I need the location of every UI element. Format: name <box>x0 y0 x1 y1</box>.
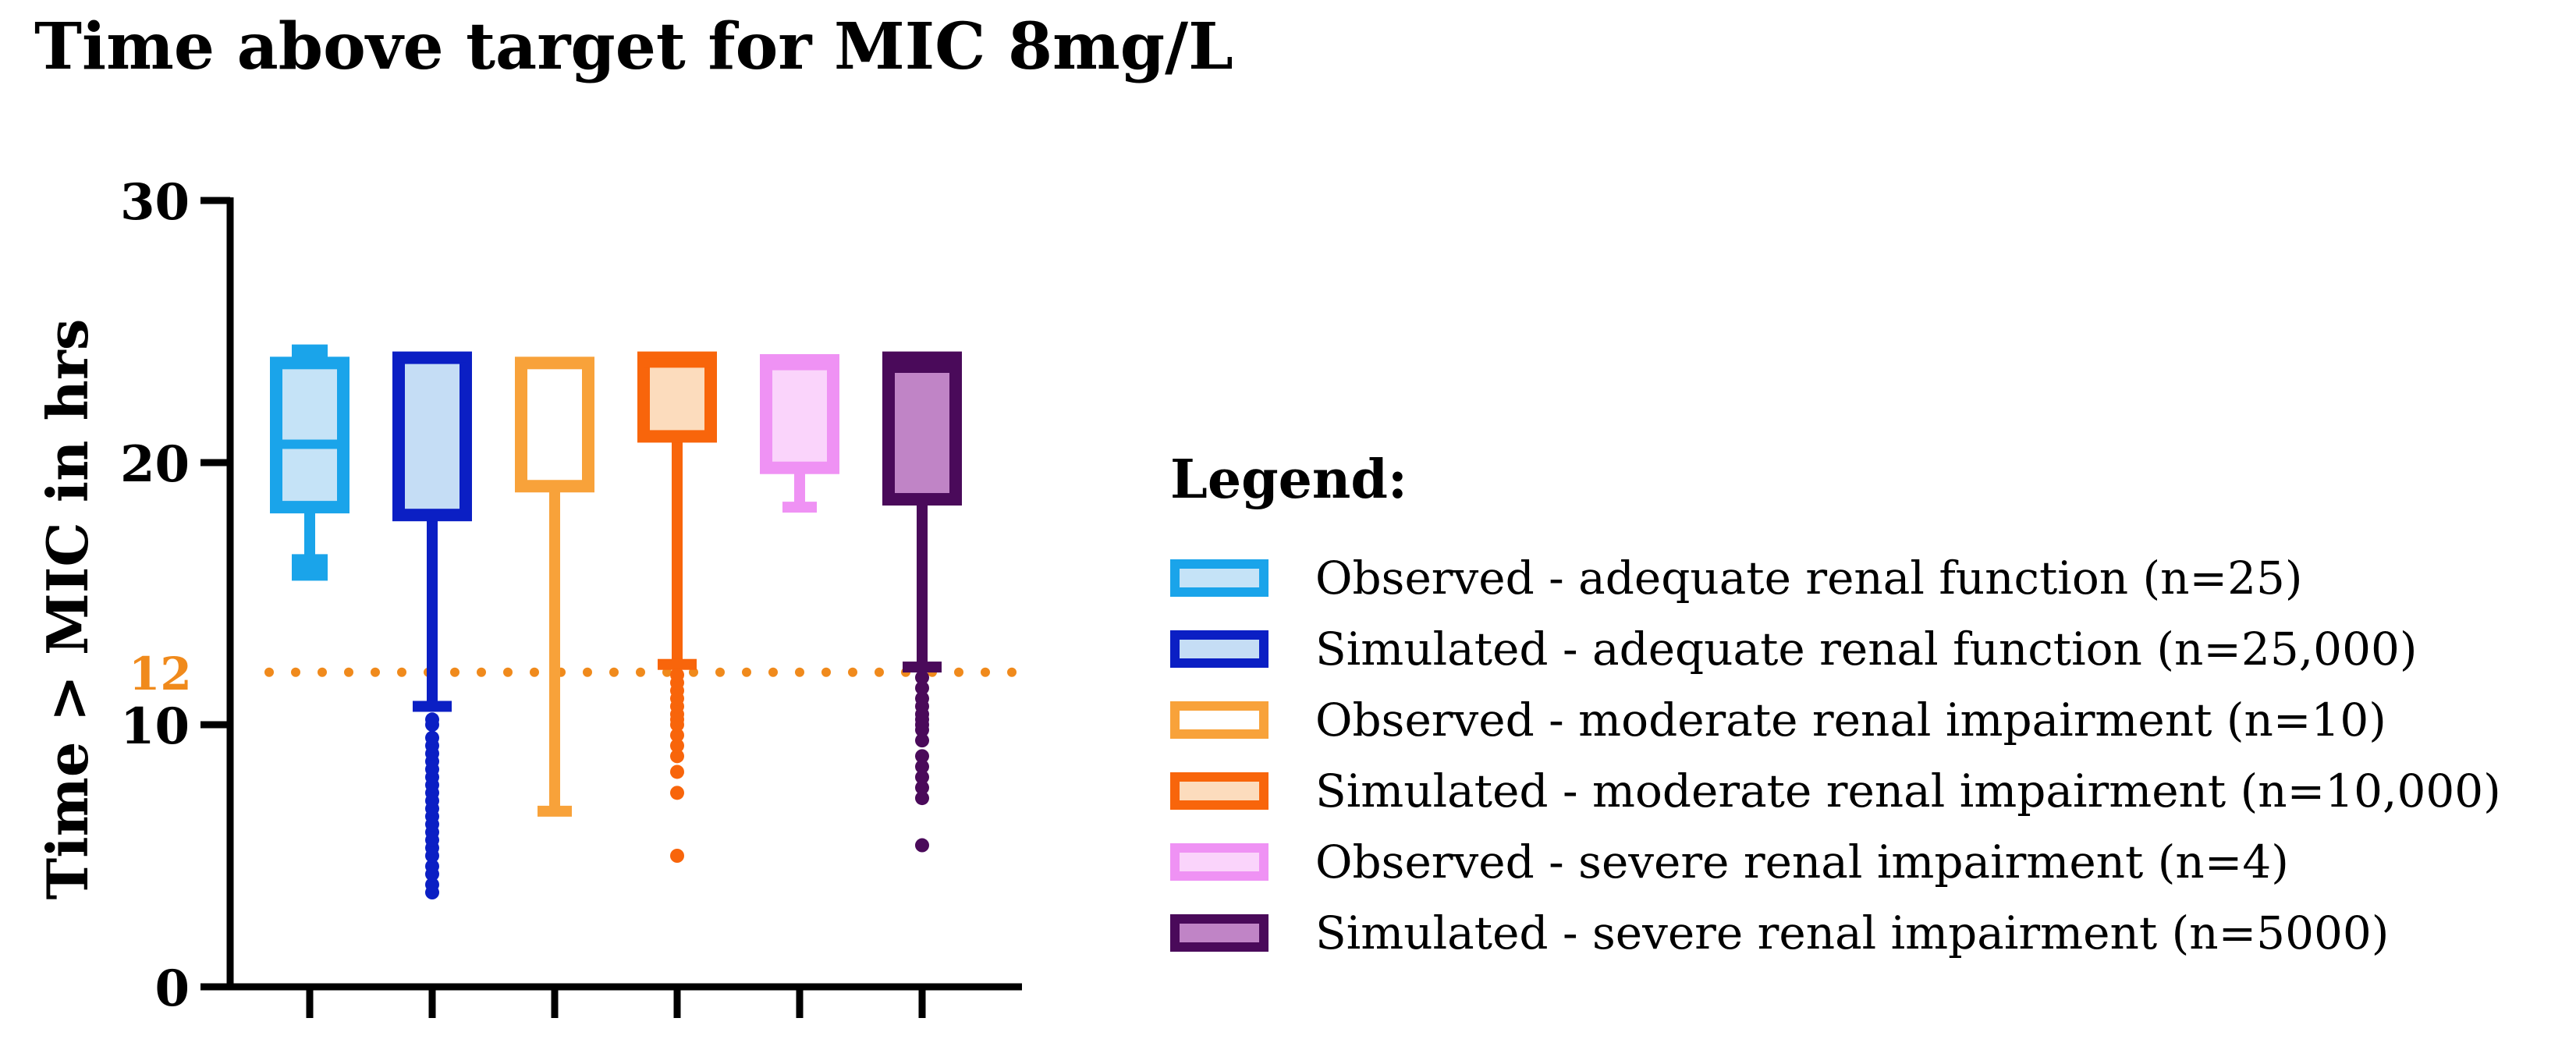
legend-swatch <box>1170 913 1268 952</box>
legend-swatch <box>1170 559 1268 597</box>
outlier-point <box>915 791 929 806</box>
legend-swatch <box>1170 701 1268 739</box>
box-4 <box>637 351 717 863</box>
box-plot: 0 10 20 30 Time > MIC in hrs 12 <box>34 173 1022 1018</box>
legend-items: Observed - adequate renal function (n=25… <box>1170 542 2501 968</box>
legend-label: Observed - severe renal impairment (n=4) <box>1315 835 2289 889</box>
legend-swatch <box>1170 842 1268 881</box>
legend-label: Observed - adequate renal function (n=25… <box>1315 551 2303 605</box>
legend-item: Observed - adequate renal function (n=25… <box>1170 542 2501 613</box>
outlier-point <box>915 749 929 764</box>
legend-item: Observed - severe renal impairment (n=4) <box>1170 826 2501 897</box>
legend-label: Observed - moderate renal impairment (n=… <box>1315 693 2386 747</box>
outlier-point <box>670 786 684 800</box>
box-iqr <box>392 351 472 522</box>
outlier-point <box>915 733 929 748</box>
box-5 <box>760 353 839 513</box>
box-6 <box>882 351 962 853</box>
outlier-point <box>670 849 684 863</box>
legend-item: Simulated - severe renal impairment (n=5… <box>1170 897 2501 968</box>
y-tick-label: 10 <box>120 697 190 756</box>
boxes-group <box>270 344 962 900</box>
y-axis-title: Time > MIC in hrs <box>34 319 101 900</box>
box-3 <box>515 357 594 817</box>
legend-item: Simulated - moderate renal impairment (n… <box>1170 755 2501 826</box>
chart-title: Time above target for MIC 8mg/L <box>34 9 1233 84</box>
whisker-cap-lower <box>292 554 328 581</box>
outlier-point <box>915 680 929 695</box>
whisker-cap-lower <box>782 502 817 513</box>
legend-swatch <box>1170 772 1268 810</box>
outlier-point <box>915 670 929 685</box>
reference-line-label: 12 <box>129 647 192 701</box>
legend-item: Simulated - adequate renal function (n=2… <box>1170 613 2501 684</box>
outlier-point <box>915 780 929 795</box>
legend-label: Simulated - severe renal impairment (n=5… <box>1315 906 2390 960</box>
legend-item: Observed - moderate renal impairment (n=… <box>1170 684 2501 755</box>
legend-title: Legend: <box>1170 449 1407 511</box>
legend-label: Simulated - moderate renal impairment (n… <box>1315 764 2501 818</box>
legend: Legend: Observed - adequate renal functi… <box>1170 449 2501 968</box>
outlier-point <box>425 712 439 727</box>
outlier-point <box>670 738 684 753</box>
whisker-cap-lower <box>413 701 452 712</box>
outlier-point <box>425 877 439 892</box>
whisker-cap-lower <box>538 805 572 817</box>
y-tick-label: 20 <box>120 435 190 494</box>
y-tick-label: 30 <box>120 173 190 232</box>
box-iqr <box>637 351 717 443</box>
outlier-point <box>425 730 439 745</box>
legend-swatch <box>1170 630 1268 668</box>
box-1 <box>270 344 349 581</box>
outlier-point <box>670 749 684 764</box>
whisker-cap-lower <box>903 662 942 673</box>
whisker-cap-lower <box>658 658 697 670</box>
box-iqr <box>882 351 962 506</box>
box-iqr <box>515 357 594 493</box>
box-iqr <box>270 357 349 514</box>
outlier-point <box>915 759 929 774</box>
outlier-point <box>670 728 684 743</box>
y-tick-label: 0 <box>154 960 190 1018</box>
outlier-point <box>915 691 929 706</box>
outlier-point <box>670 764 684 779</box>
legend-label: Simulated - adequate renal function (n=2… <box>1315 622 2418 676</box>
reference-line-group: 12 <box>129 647 1019 701</box>
box-iqr <box>760 353 839 474</box>
outlier-point <box>915 770 929 785</box>
box-2 <box>392 351 472 900</box>
outlier-point <box>915 838 929 853</box>
axes: 0 10 20 30 Time > MIC in hrs <box>34 173 1022 1018</box>
outlier-point <box>425 859 439 874</box>
outlier-point <box>670 668 684 683</box>
